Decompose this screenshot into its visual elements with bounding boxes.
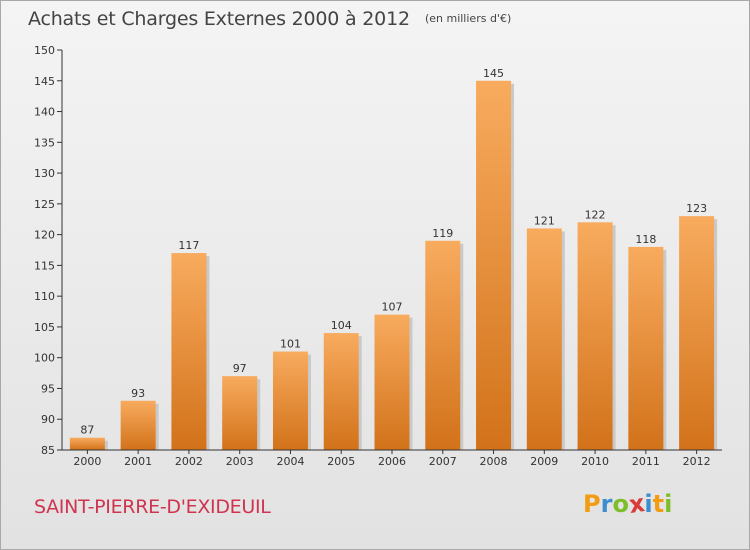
y-tick-label: 130: [34, 167, 55, 180]
value-label: 122: [585, 208, 606, 221]
x-tick-label: 2006: [378, 455, 406, 468]
y-tick-label: 85: [41, 444, 55, 457]
value-label: 117: [178, 239, 199, 252]
y-tick-label: 115: [34, 259, 55, 272]
y-tick-label: 135: [34, 136, 55, 149]
x-tick-label: 2008: [480, 455, 508, 468]
brand-letter: r: [600, 490, 613, 518]
x-tick-label: 2010: [581, 455, 609, 468]
value-labels-group: 87 93 117 97 101 104 107 119 145 121 122 118 123: [80, 67, 707, 437]
bar-2005: [323, 333, 359, 450]
brand-letter: i: [644, 490, 653, 518]
x-tick-label: 2005: [327, 455, 355, 468]
value-label: 97: [233, 362, 247, 375]
x-tick-label: 2002: [175, 455, 203, 468]
x-tick-label: 2004: [276, 455, 304, 468]
y-tick-label: 145: [34, 75, 55, 88]
bar-2012: [679, 216, 715, 450]
bar-2006: [374, 314, 410, 450]
y-tick-label: 105: [34, 321, 55, 334]
value-label: 93: [131, 387, 145, 400]
brand-letter: t: [652, 490, 665, 518]
bars-group: [69, 80, 718, 451]
value-label: 119: [432, 227, 453, 240]
bar-2000: [69, 437, 105, 450]
value-label: 107: [382, 301, 403, 314]
bar-2002: [171, 253, 207, 450]
y-tick-label: 125: [34, 198, 55, 211]
bar-2011: [628, 246, 664, 450]
title-row: Achats et Charges Externes 2000 à 2012 (…: [28, 8, 511, 30]
x-tick-label: 2003: [226, 455, 254, 468]
proxiti-logo[interactable]: Proxiti: [583, 489, 673, 519]
y-tick-label: 95: [41, 382, 55, 395]
x-tick-label: 2009: [530, 455, 558, 468]
x-tick-label: 2011: [632, 455, 660, 468]
y-tick-label: 150: [34, 44, 55, 57]
value-label: 145: [483, 67, 504, 80]
brand-letter: P: [583, 490, 601, 518]
chart-subtitle: (en milliers d'€): [424, 12, 512, 25]
value-label: 101: [280, 338, 301, 351]
y-tick-label: 100: [34, 352, 55, 365]
bar-2007: [425, 240, 461, 450]
chart-title: Achats et Charges Externes 2000 à 2012: [28, 8, 410, 30]
value-label: 123: [686, 202, 707, 215]
x-tick-label: 2012: [683, 455, 711, 468]
bar-2004: [272, 351, 308, 450]
brand-letter: i: [664, 490, 673, 518]
location-name: SAINT-PIERRE-D'EXIDEUIL: [34, 496, 271, 518]
value-label: 104: [331, 319, 352, 332]
y-tick-label: 120: [34, 229, 55, 242]
brand-letter: o: [612, 490, 629, 518]
value-label: 121: [534, 214, 555, 227]
bar-2003: [222, 376, 258, 450]
axes-group: 2000 2001 2002 2003 2004 2005 2006 2007 2008 2009…: [34, 44, 722, 468]
bar-2009: [526, 228, 562, 450]
bar-2010: [577, 222, 613, 450]
brand-letter: x: [627, 489, 647, 519]
y-tick-label: 90: [41, 413, 55, 426]
y-tick-label: 110: [34, 290, 55, 303]
x-tick-label: 2007: [429, 455, 457, 468]
value-label: 118: [635, 233, 656, 246]
x-tick-label: 2001: [124, 455, 152, 468]
bar-2008: [476, 80, 512, 451]
value-label: 87: [80, 424, 94, 437]
y-tick-label: 140: [34, 106, 55, 119]
x-tick-label: 2000: [73, 455, 101, 468]
bar-2001: [120, 400, 156, 450]
